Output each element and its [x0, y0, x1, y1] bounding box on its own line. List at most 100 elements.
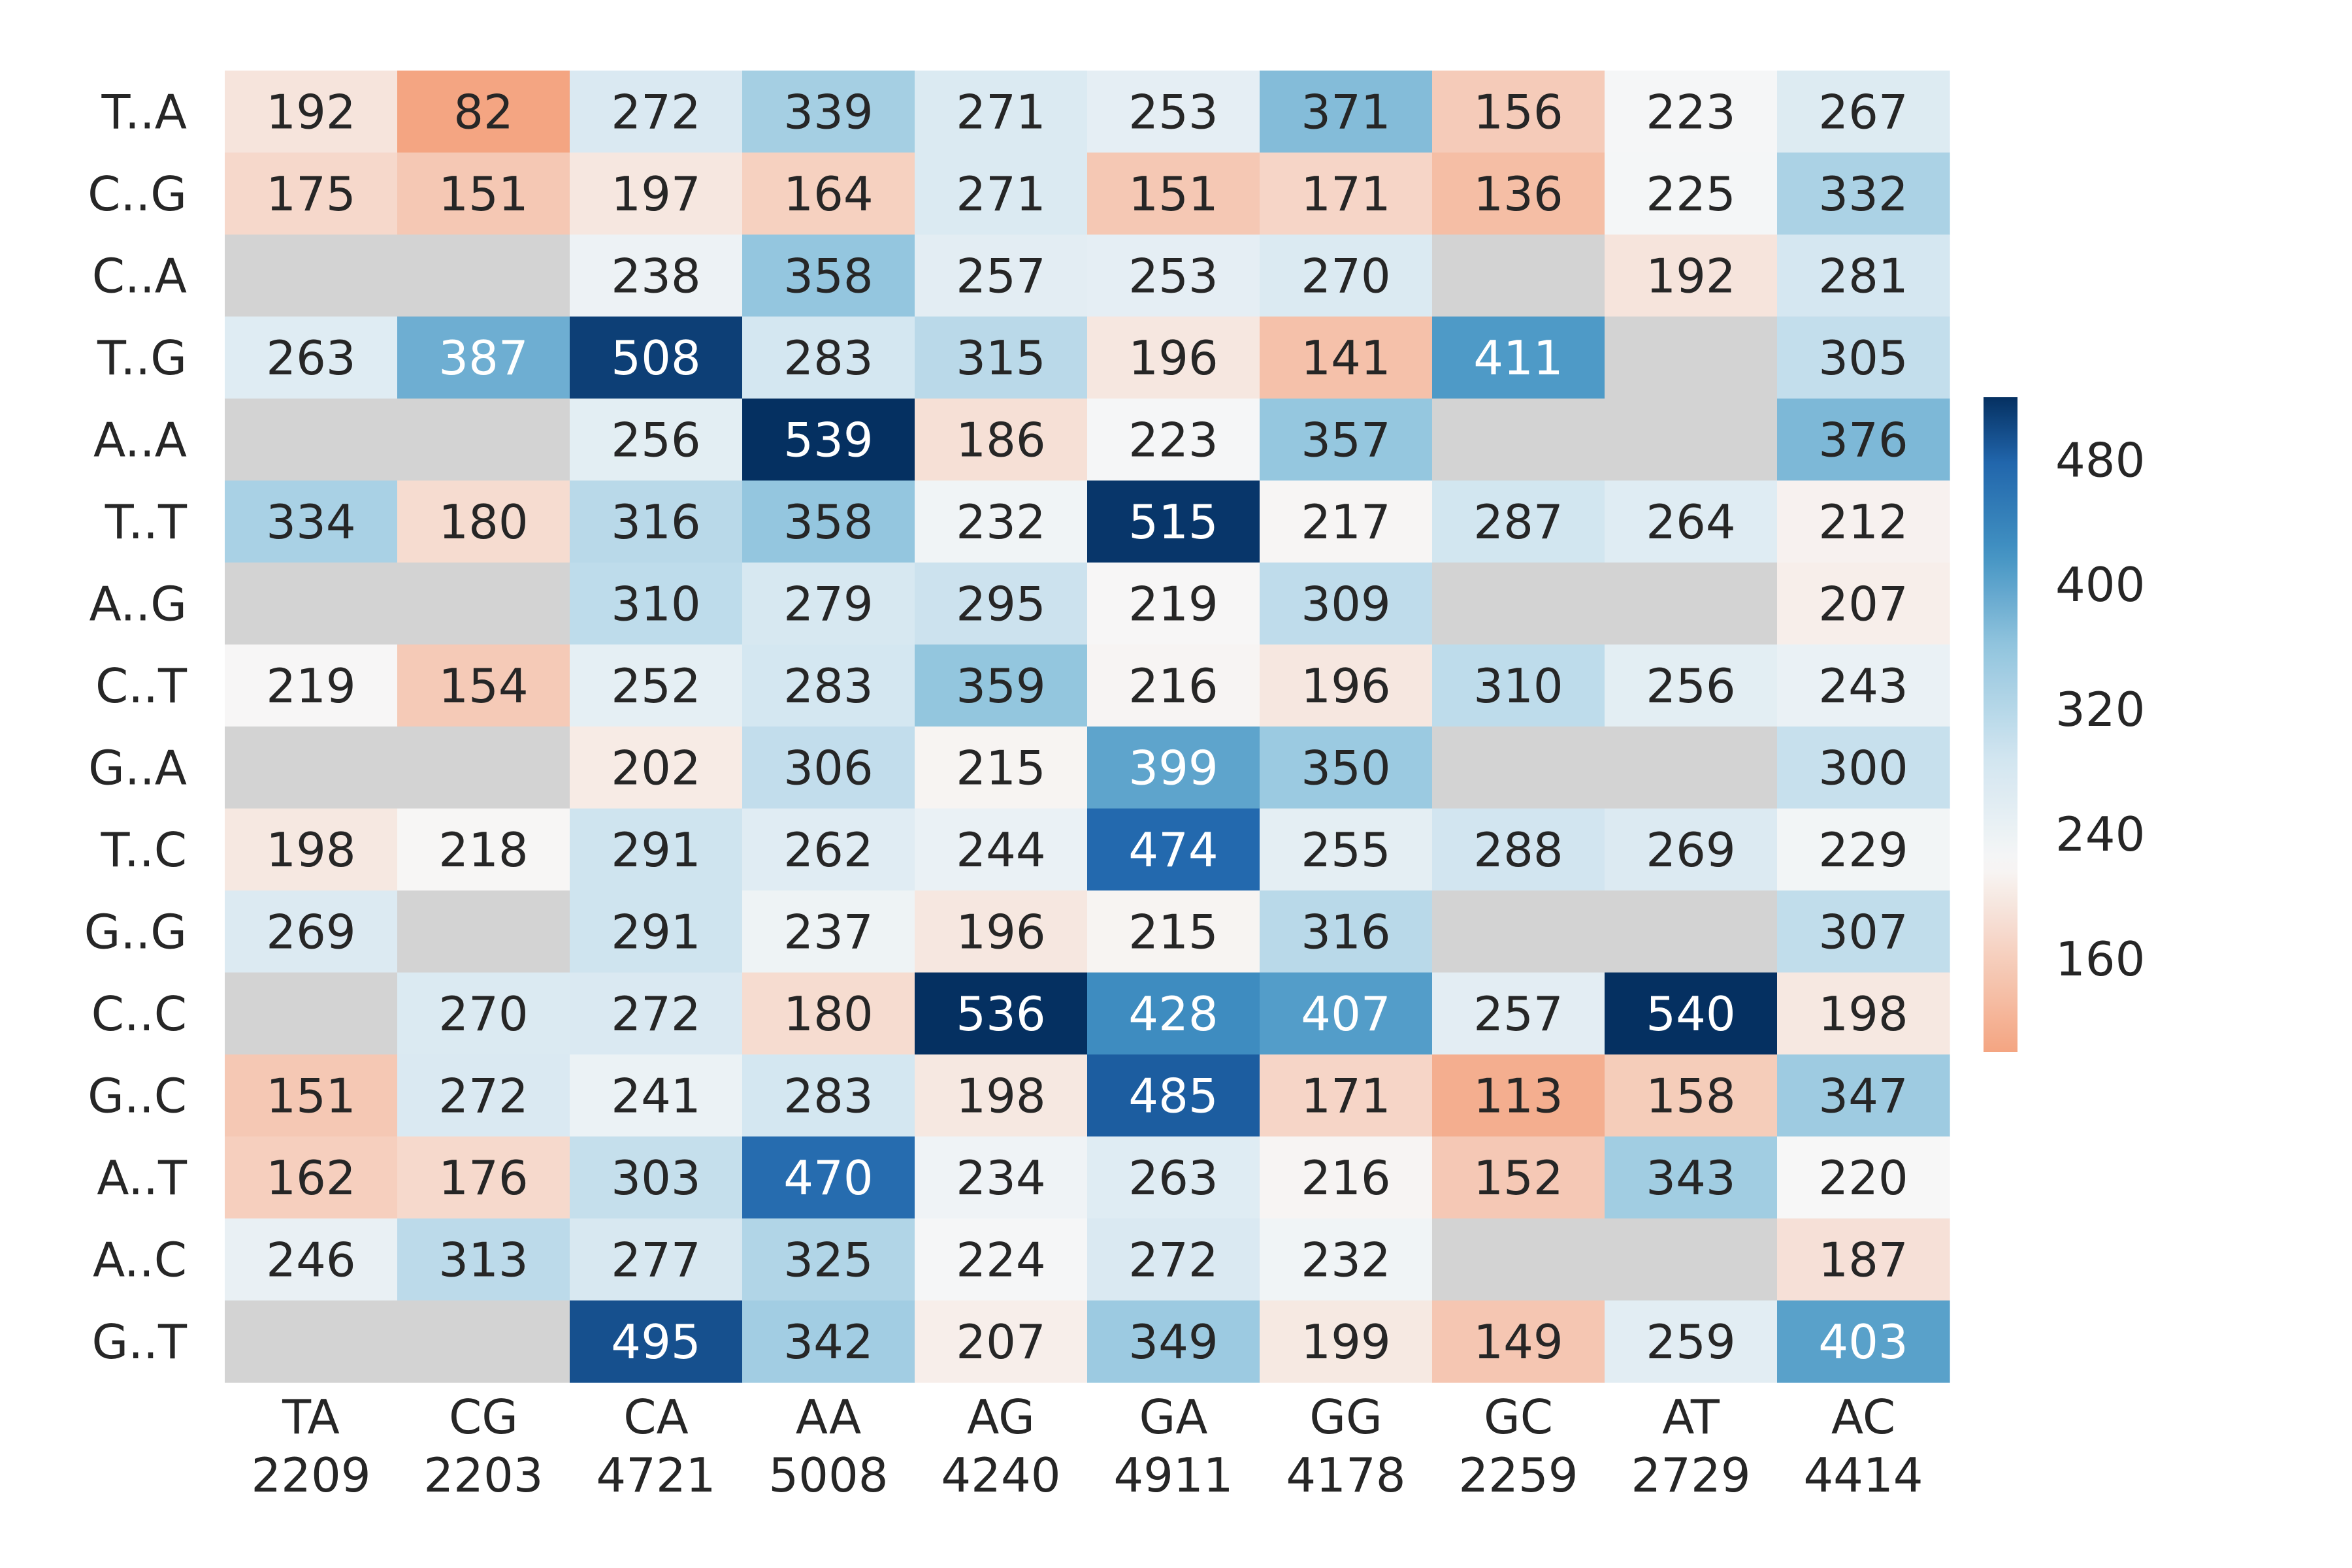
heatmap-cell [397, 316, 570, 399]
cell-value-label: 263 [1128, 1151, 1218, 1205]
cell-value-label: 309 [1301, 577, 1390, 632]
cell-value-label: 334 [266, 495, 355, 549]
heatmap-cell [1260, 399, 1433, 482]
cell-value-label: 82 [453, 85, 514, 140]
cell-value-label: 180 [783, 987, 873, 1041]
cell-value-label: 255 [1301, 823, 1390, 877]
heatmap-cell [915, 71, 1088, 154]
cell-value-label: 270 [1301, 249, 1390, 304]
cell-value-label: 339 [783, 85, 873, 140]
cell-value-label: 219 [1128, 577, 1218, 632]
cell-value-label: 271 [956, 85, 1045, 140]
heatmap-cell [1777, 1300, 1950, 1383]
cell-value-label: 164 [783, 167, 873, 221]
row-labels: T..A C..G C..A T..G A..A T..T A..G C..T G..A T..C… [84, 85, 188, 1369]
heatmap-cell [1777, 152, 1950, 235]
row-label: C..G [88, 167, 187, 221]
heatmap-cell [742, 316, 915, 399]
heatmap-cell [1432, 563, 1605, 645]
cell-value-label: 192 [1646, 249, 1735, 304]
heatmap-cell [397, 972, 570, 1055]
cell-value-label: 358 [783, 249, 873, 304]
heatmap-cell [1432, 71, 1605, 154]
heatmap-cell [570, 644, 743, 727]
cell-value-label: 325 [783, 1233, 873, 1288]
cell-value-label: 151 [266, 1069, 355, 1124]
heatmap-cell [1777, 71, 1950, 154]
cell-value-label: 244 [956, 823, 1045, 877]
cell-value-label: 232 [956, 495, 1045, 549]
cell-value-label: 283 [783, 331, 873, 385]
heatmap-cell [915, 480, 1088, 563]
cell-value-label: 237 [783, 905, 873, 960]
cell-value-label: 158 [1646, 1069, 1735, 1124]
cell-value-label: 269 [1646, 823, 1735, 877]
cell-value-label: 259 [1646, 1315, 1735, 1369]
heatmap-cell [1087, 563, 1260, 645]
heatmap-cell [225, 480, 398, 563]
cell-value-label: 495 [611, 1315, 700, 1369]
cell-value-label: 315 [956, 331, 1045, 385]
heatmap-cell [1605, 399, 1778, 482]
cell-value-label: 199 [1301, 1315, 1390, 1369]
heatmap-cell [1087, 399, 1260, 482]
cell-value-label: 272 [1128, 1233, 1218, 1288]
cell-value-label: 291 [611, 823, 700, 877]
heatmap-cell [915, 644, 1088, 727]
cell-value-label: 536 [956, 987, 1045, 1041]
heatmap-cell [1087, 890, 1260, 973]
heatmap-cell [1087, 972, 1260, 1055]
heatmap-cell [225, 71, 398, 154]
heatmap-cell [1432, 1136, 1605, 1219]
heatmap-cell [225, 152, 398, 235]
heatmap-cell [1087, 235, 1260, 318]
cell-value-label: 349 [1128, 1315, 1218, 1369]
cell-value-label: 253 [1128, 85, 1218, 140]
heatmap-cell [1777, 480, 1950, 563]
cell-value-label: 246 [266, 1233, 355, 1288]
heatmap-cell [742, 480, 915, 563]
heatmap-cell [1087, 71, 1260, 154]
heatmap-cell [570, 480, 743, 563]
heatmap-cell [1432, 316, 1605, 399]
heatmap-cell [915, 1054, 1088, 1137]
cell-value-label: 316 [611, 495, 700, 549]
heatmap-cell [915, 1136, 1088, 1219]
row-label: T..C [101, 823, 187, 877]
column-label: AG [967, 1390, 1035, 1445]
heatmap-cell [1605, 316, 1778, 399]
cell-value-label: 171 [1301, 167, 1390, 221]
heatmap-cell [1260, 890, 1433, 973]
heatmap-cell [1605, 1218, 1778, 1301]
heatmap-cell [225, 1136, 398, 1219]
heatmap-cell [1432, 1218, 1605, 1301]
heatmap-cell [570, 1300, 743, 1383]
cell-value-label: 220 [1818, 1151, 1908, 1205]
cell-value-label: 218 [438, 823, 528, 877]
row-label: A..G [89, 577, 187, 632]
cell-value-label: 175 [266, 167, 355, 221]
heatmap-cell [1260, 1218, 1433, 1301]
cell-value-label: 180 [438, 495, 528, 549]
cell-value-label: 307 [1818, 905, 1908, 960]
heatmap-cell [742, 644, 915, 727]
cell-value-label: 264 [1646, 495, 1735, 549]
cell-value-label: 197 [611, 167, 700, 221]
cell-value-label: 215 [1128, 905, 1218, 960]
cell-value-label: 287 [1473, 495, 1563, 549]
cell-value-label: 272 [611, 987, 700, 1041]
heatmap-cell [570, 563, 743, 645]
cell-value-label: 371 [1301, 85, 1390, 140]
heatmap-cell [1087, 1300, 1260, 1383]
heatmap-cell [1432, 808, 1605, 891]
cell-value-label: 272 [438, 1069, 528, 1124]
cell-value-label: 267 [1818, 85, 1908, 140]
cell-value-label: 151 [438, 167, 528, 221]
heatmap-cell [1777, 890, 1950, 973]
cell-value-label: 428 [1128, 987, 1218, 1041]
cell-value-label: 196 [1128, 331, 1218, 385]
cell-value-label: 252 [611, 659, 700, 713]
cell-value-label: 305 [1818, 331, 1908, 385]
heatmap-cell [1260, 808, 1433, 891]
